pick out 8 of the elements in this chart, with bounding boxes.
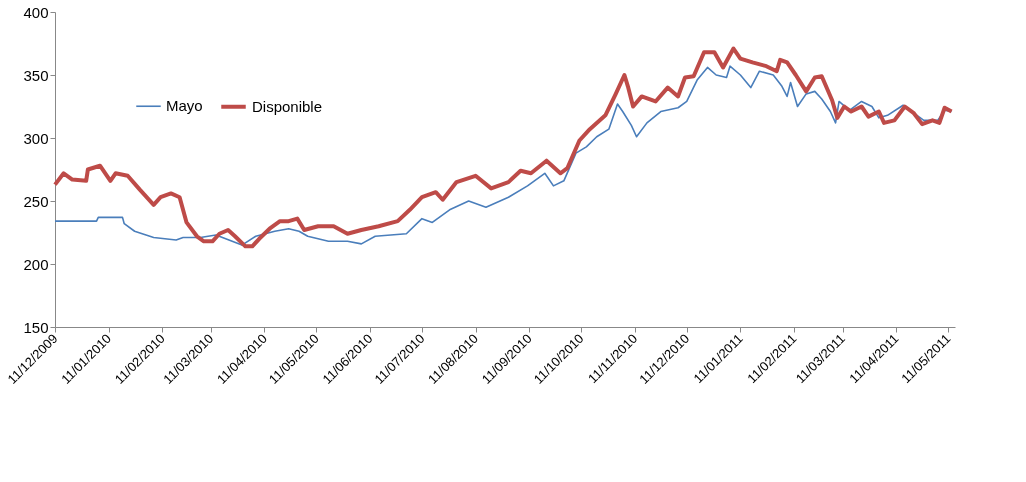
legend-label: Mayo: [166, 97, 203, 115]
y-tick-label: 200: [23, 255, 49, 273]
y-tick-label: 300: [23, 129, 49, 147]
legend-label: Disponible: [252, 97, 323, 115]
y-tick-label: 250: [23, 192, 49, 210]
y-tick-label: 350: [23, 66, 49, 84]
y-tick-label: 150: [23, 318, 49, 336]
y-tick-label: 400: [23, 3, 49, 21]
